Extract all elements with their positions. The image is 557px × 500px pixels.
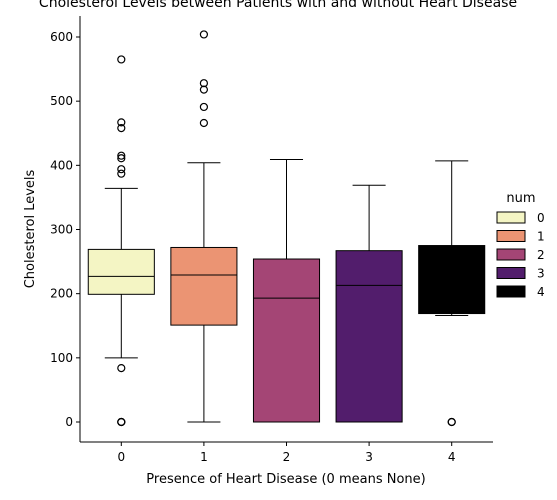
x-tick-label: 4: [448, 450, 456, 464]
y-tick-label: 500: [50, 94, 73, 108]
legend-label-2: 2: [537, 248, 545, 262]
box-group-3: [335, 184, 403, 423]
legend-label-3: 3: [537, 267, 545, 281]
legend-label-4: 4: [537, 285, 545, 299]
outlier-point: [447, 417, 456, 427]
outlier-point: [199, 30, 208, 39]
outlier-point: [117, 364, 126, 373]
legend: num 0 1 2 3 4: [496, 191, 545, 299]
legend-label-0: 0: [537, 211, 545, 225]
legend-swatch-0: [496, 211, 526, 224]
outlier-point: [117, 154, 126, 163]
x-tick-label: 2: [283, 450, 291, 464]
outlier-point: [199, 118, 208, 128]
box-group-0: [87, 55, 155, 427]
outlier-point: [117, 169, 126, 178]
outlier-point: [199, 102, 208, 112]
x-tick-label: 3: [365, 450, 373, 464]
outlier-point: [199, 85, 208, 94]
box-group-1: [170, 30, 238, 423]
y-tick-label: 600: [50, 30, 73, 44]
y-tick-label: 100: [50, 351, 73, 365]
chart-title: Cholesterol Levels between Patients with…: [39, 0, 517, 11]
outlier-point: [117, 118, 126, 127]
y-axis-label: Cholesterol Levels: [23, 169, 38, 288]
box-group-2: [252, 159, 321, 423]
y-tick-label: 0: [65, 415, 73, 429]
box-0: [87, 248, 155, 295]
x-tick-label: 0: [117, 450, 125, 464]
outlier-point: [117, 165, 126, 174]
outlier-point: [117, 417, 126, 427]
outlier-point: [117, 151, 126, 160]
x-ticks: 0 1 2 3 4: [117, 442, 456, 464]
plot-area: [87, 30, 486, 427]
y-tick-label: 200: [50, 287, 73, 301]
y-tick-label: 300: [50, 223, 73, 237]
legend-swatch-4: [496, 285, 526, 298]
box-2: [252, 258, 321, 423]
box-3: [335, 250, 403, 423]
box-4: [418, 245, 486, 315]
box-1: [170, 246, 238, 326]
box-group-4: [418, 160, 486, 427]
outlier-point: [117, 124, 126, 133]
legend-title: num: [506, 191, 535, 206]
legend-label-1: 1: [537, 230, 545, 244]
x-tick-label: 1: [200, 450, 208, 464]
legend-swatch-3: [496, 267, 526, 279]
y-tick-label: 400: [50, 158, 73, 172]
legend-swatch-1: [496, 230, 526, 242]
outlier-point: [117, 55, 126, 64]
legend-swatch-2: [496, 248, 526, 261]
y-ticks: 0 100 200 300 400 500 600: [50, 30, 80, 429]
x-axis-label: Presence of Heart Disease (0 means None): [146, 472, 425, 487]
